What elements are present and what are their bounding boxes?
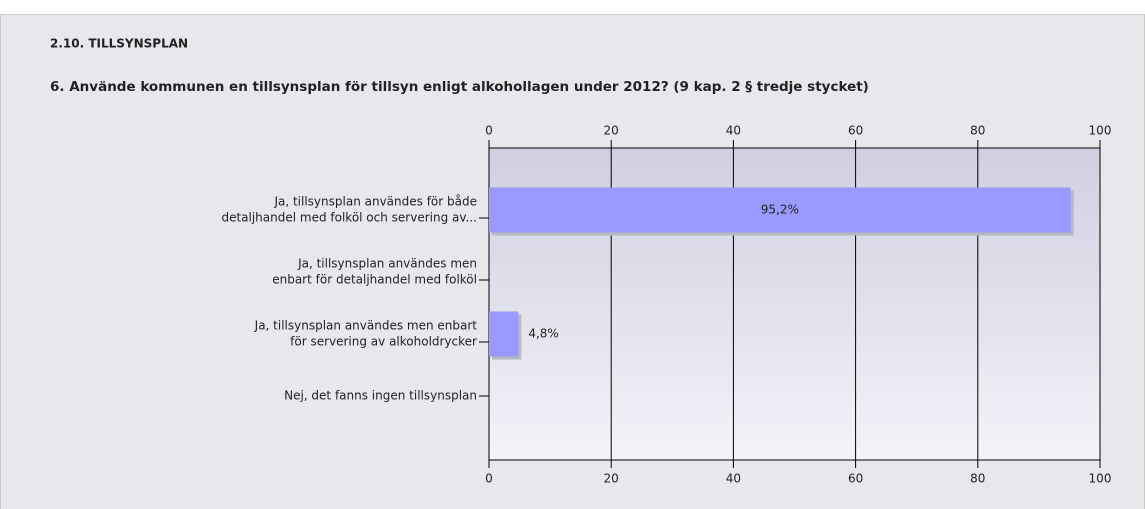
- x-tick-label-top: 100: [1089, 124, 1112, 138]
- x-tick-label-bottom: 0: [485, 472, 493, 486]
- y-tick-label: Ja, tillsynsplan användes men: [297, 257, 477, 271]
- x-tick-label-bottom: 20: [604, 472, 619, 486]
- y-tick-label: detaljhandel med folköl och servering av…: [221, 211, 477, 225]
- x-tick-label-bottom: 80: [970, 472, 985, 486]
- chart-title: 6. Använde kommunen en tillsynsplan för …: [50, 79, 869, 95]
- value-label: 95,2%: [761, 203, 799, 217]
- x-tick-label-top: 20: [604, 124, 619, 138]
- y-tick-label: för servering av alkoholdrycker: [290, 335, 477, 349]
- y-tick-label: enbart för detaljhandel med folköl: [272, 273, 477, 287]
- x-tick-label-top: 80: [970, 124, 985, 138]
- y-tick-label: Nej, det fanns ingen tillsynsplan: [284, 389, 477, 403]
- bar: [489, 311, 519, 357]
- x-tick-label-top: 40: [726, 124, 741, 138]
- x-tick-label-bottom: 60: [848, 472, 863, 486]
- x-tick-label-bottom: 40: [726, 472, 741, 486]
- y-tick-label: Ja, tillsynsplan användes för både: [273, 195, 477, 209]
- bar: [489, 187, 1071, 233]
- y-tick-label: Ja, tillsynsplan användes men enbart: [254, 319, 478, 333]
- value-label: 4,8%: [528, 327, 559, 341]
- section-title: 2.10. TILLSYNSPLAN: [50, 37, 188, 51]
- x-tick-label-top: 0: [485, 124, 493, 138]
- x-tick-label-top: 60: [848, 124, 863, 138]
- x-tick-label-bottom: 100: [1089, 472, 1112, 486]
